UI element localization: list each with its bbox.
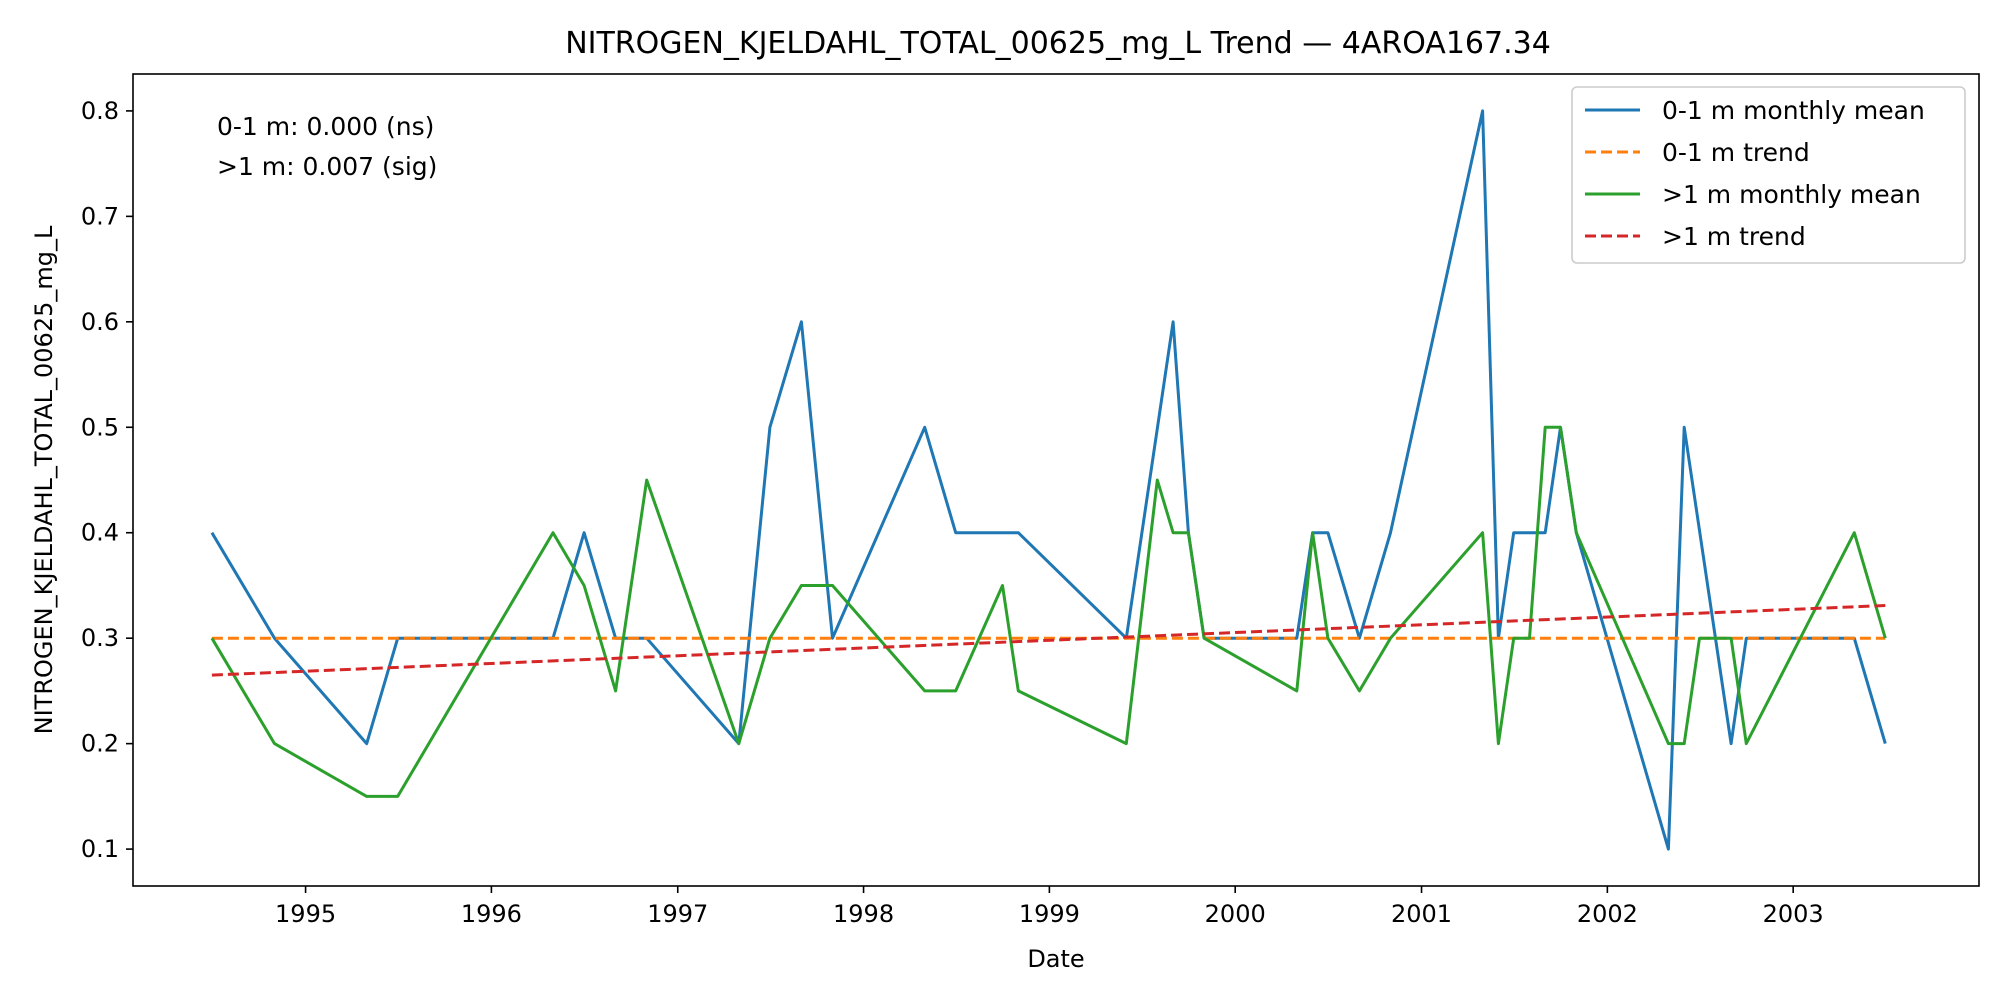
y-tick-label: 0.5 (81, 413, 119, 441)
legend-box (1571, 86, 1966, 264)
x-tick-label: 2003 (1763, 900, 1824, 928)
x-tick-label: 2002 (1577, 900, 1638, 928)
y-tick-label: 0.2 (81, 730, 119, 758)
x-tick-label: 1998 (833, 900, 894, 928)
series-line-4 (211, 604, 1886, 677)
legend-label: 0-1 m trend (1662, 138, 1810, 167)
legend-label: 0-1 m monthly mean (1662, 96, 1925, 125)
y-tick-label: 0.8 (81, 97, 119, 125)
y-tick-label: 0.4 (81, 519, 119, 547)
x-tick-label: 2000 (1205, 900, 1266, 928)
annotation-deep: >1 m: 0.007 (sig) (217, 152, 437, 181)
legend: 0-1 m monthly mean 0-1 m trend >1 m monthl… (1571, 86, 1966, 264)
x-tick-label: 2001 (1391, 900, 1452, 928)
x-tick-label: 1997 (647, 900, 708, 928)
annotation-box: 0-1 m: 0.000 (ns) >1 m: 0.007 (sig) (217, 112, 437, 181)
chart-title: NITROGEN_KJELDAHL_TOTAL_00625_mg_L Trend… (565, 26, 1551, 61)
y-tick-label: 0.3 (81, 624, 119, 652)
legend-label: >1 m monthly mean (1662, 180, 1921, 209)
x-axis: 1995 1996 1997 1998 1999 2000 2001 2002 2003 (275, 886, 1824, 928)
x-tick-label: 1996 (461, 900, 522, 928)
y-tick-label: 0.7 (81, 202, 119, 230)
y-axis: 0.1 0.2 0.3 0.4 0.5 0.6 0.7 0.8 (81, 97, 133, 863)
series-layer (210, 109, 1887, 851)
x-tick-label: 1999 (1019, 900, 1080, 928)
y-axis-label: NITROGEN_KJELDAHL_TOTAL_00625_mg_L (30, 225, 58, 734)
x-tick-label: 1995 (275, 900, 336, 928)
annotation-shallow: 0-1 m: 0.000 (ns) (217, 112, 434, 141)
y-tick-label: 0.6 (81, 308, 119, 336)
legend-items: 0-1 m monthly mean 0-1 m trend >1 m monthl… (1585, 96, 1925, 251)
series-line-3 (210, 425, 1887, 798)
legend-label: >1 m trend (1662, 222, 1806, 251)
x-axis-label: Date (1027, 945, 1084, 973)
y-tick-label: 0.1 (81, 835, 119, 863)
plot-frame (132, 73, 1980, 887)
